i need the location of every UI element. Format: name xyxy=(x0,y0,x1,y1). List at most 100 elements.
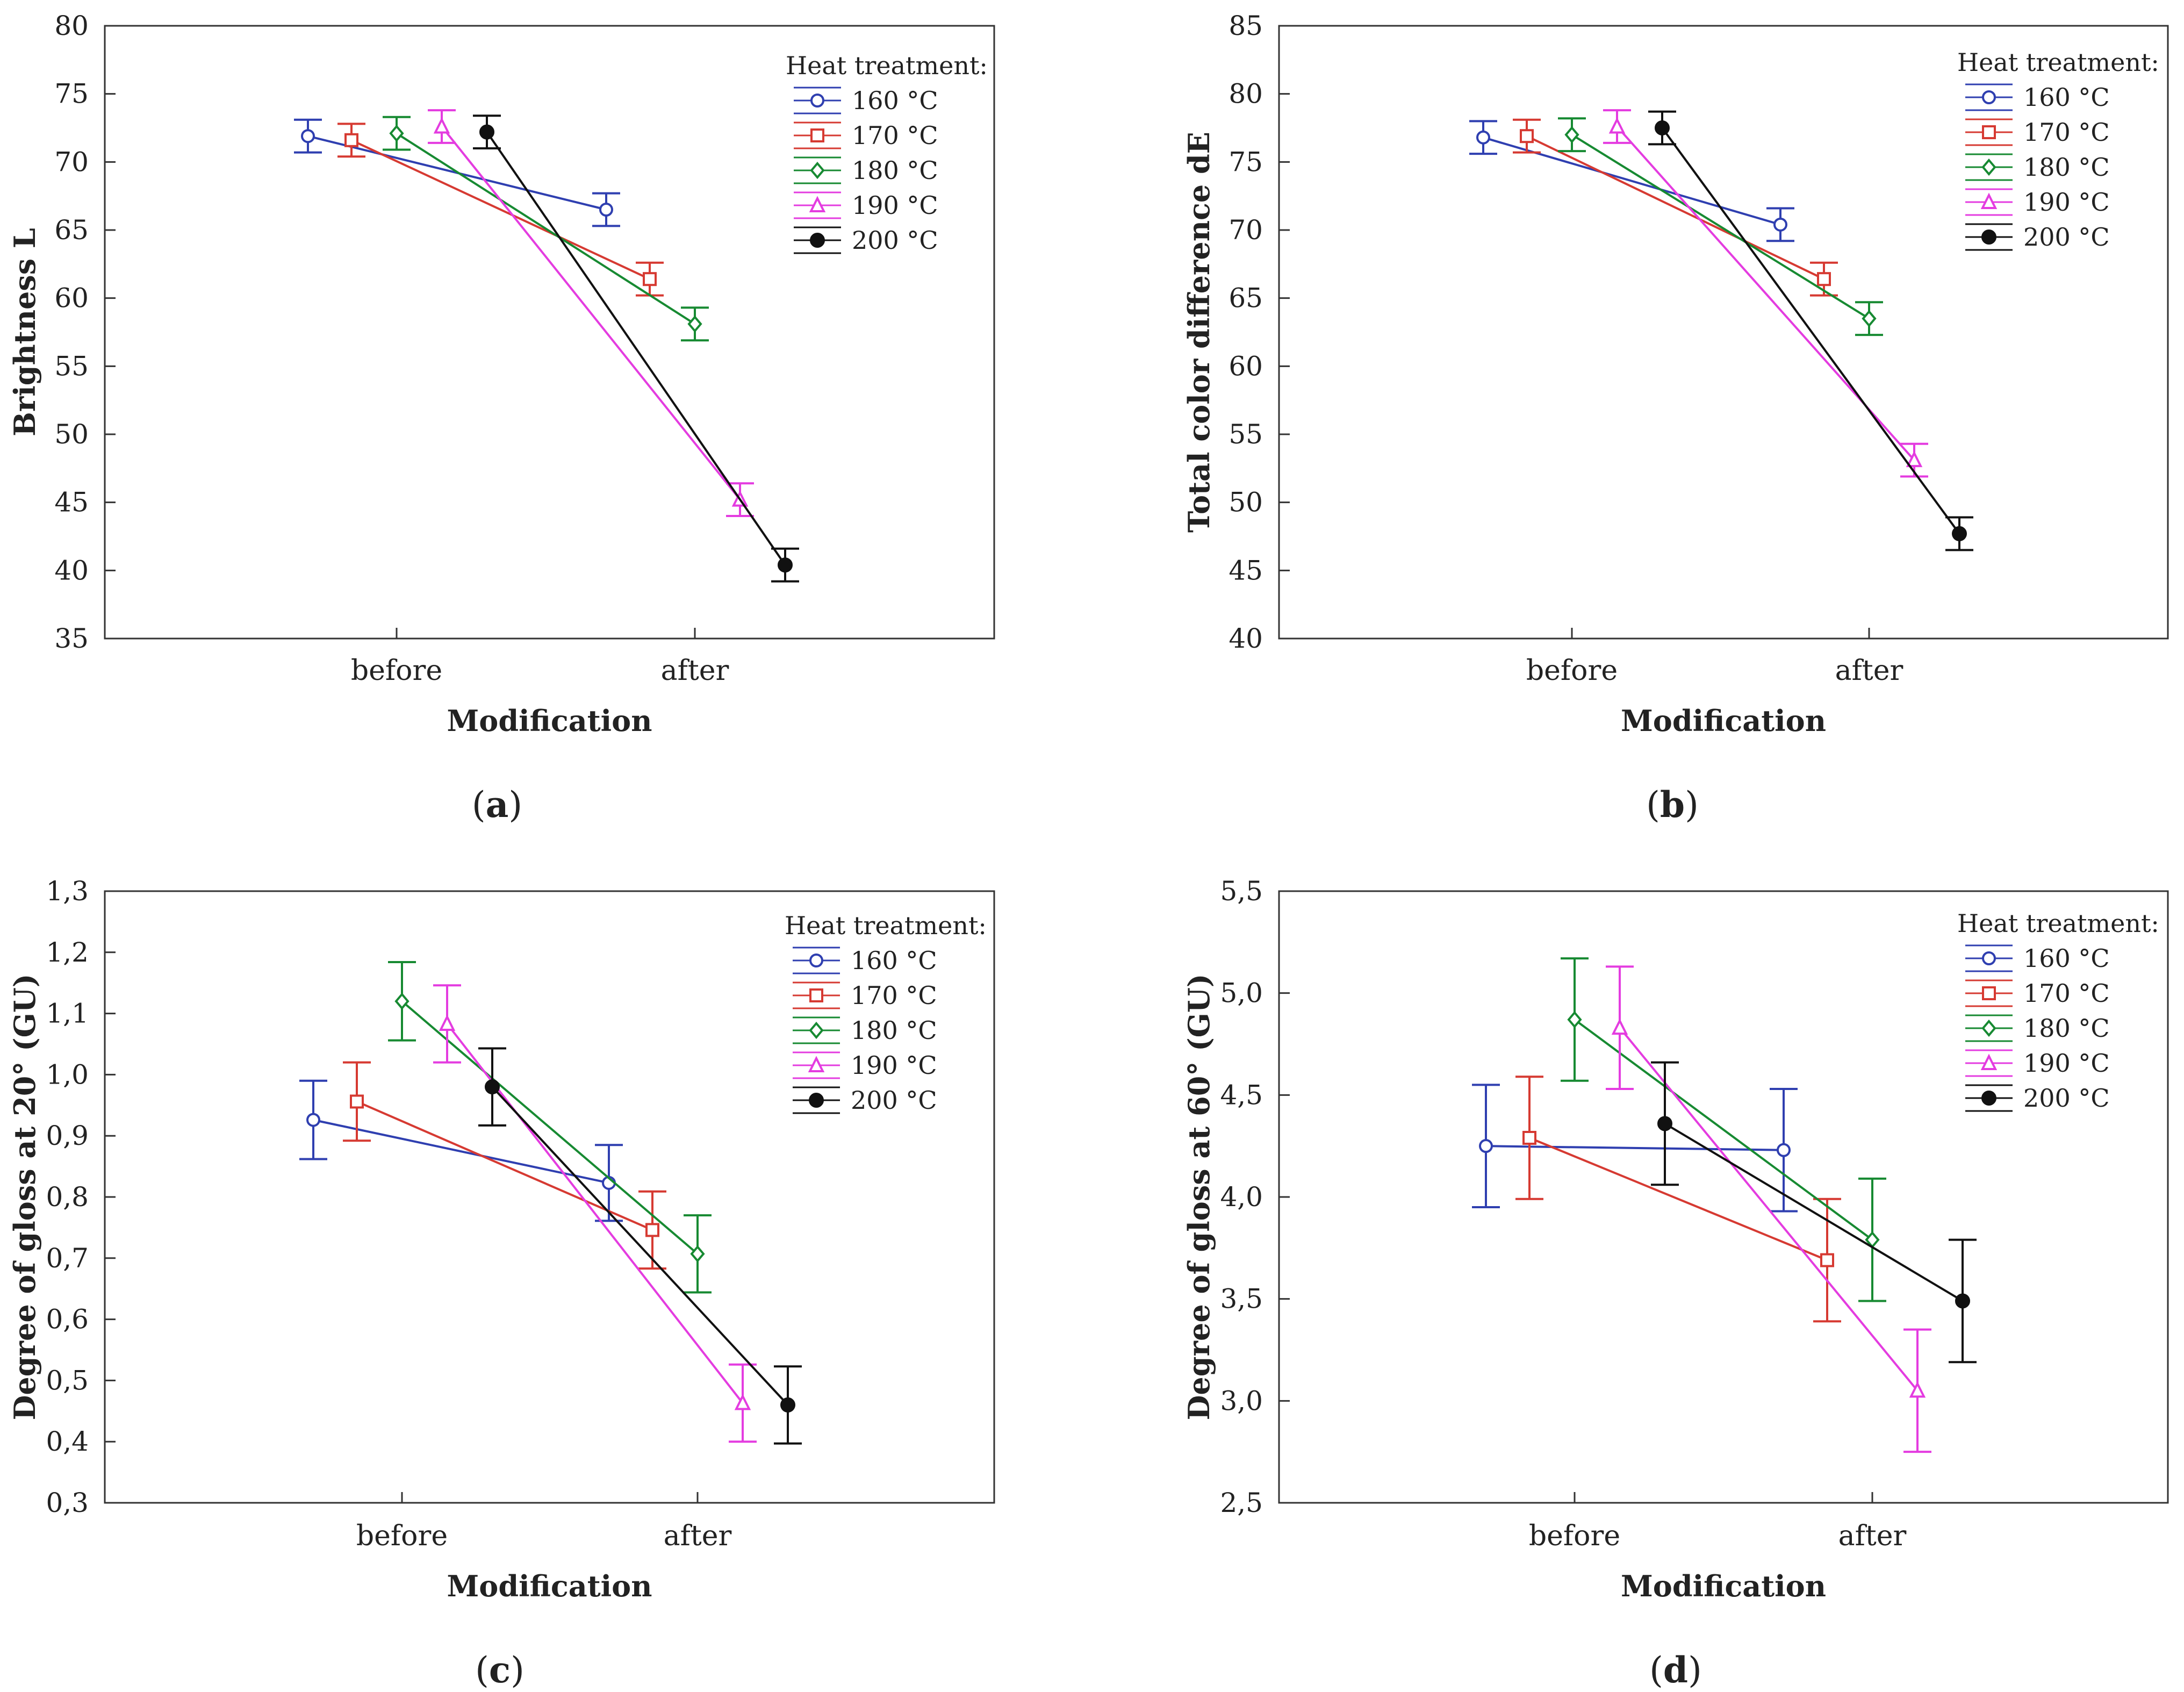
series-line xyxy=(491,1086,789,1406)
x-category-label: after xyxy=(661,655,729,687)
y-tick-label: 40 xyxy=(54,555,89,586)
y-tick-label: 1,3 xyxy=(46,876,89,907)
series-190c xyxy=(1603,109,1928,478)
y-tick-label: 4,5 xyxy=(1220,1079,1263,1110)
legend-label: 170 °C xyxy=(852,121,938,150)
y-tick-label: 0,7 xyxy=(46,1243,89,1274)
x-category-label: after xyxy=(1835,655,1903,687)
panel-label-letter: c xyxy=(489,1649,511,1691)
legend-title: Heat treatment: xyxy=(1957,48,2159,77)
x-axis-title: Modification xyxy=(447,1569,652,1603)
data-point xyxy=(485,1079,500,1095)
legend-item: 190 °C xyxy=(794,191,938,220)
y-tick-label: 1,2 xyxy=(46,937,89,968)
y-tick-label: 80 xyxy=(54,10,89,41)
legend-item: 170 °C xyxy=(1965,979,2110,1008)
series-line xyxy=(1529,1137,1828,1261)
y-tick-label: 5,0 xyxy=(1220,978,1263,1009)
y-tick-label: 60 xyxy=(54,283,89,314)
legend-label: 170 °C xyxy=(2023,979,2110,1008)
y-axis-title: Degree of gloss at 20° (GU) xyxy=(8,974,42,1421)
series-line xyxy=(356,1100,653,1231)
y-tick-label: 5,5 xyxy=(1220,876,1263,907)
series-line xyxy=(313,1119,609,1184)
series-180c xyxy=(388,961,712,1294)
y-tick-label: 60 xyxy=(1228,350,1263,382)
data-point xyxy=(301,129,315,144)
data-point xyxy=(1906,450,1923,468)
y-tick-label: 0,3 xyxy=(46,1487,89,1518)
legend-label: 180 °C xyxy=(2023,1014,2110,1043)
legend-item: 160 °C xyxy=(1965,944,2110,973)
x-category-label: after xyxy=(664,1520,732,1552)
series-200c xyxy=(1651,1061,1977,1364)
legend-item: 200 °C xyxy=(1965,223,2110,252)
data-point xyxy=(1520,129,1534,144)
legend-label: 200 °C xyxy=(2023,1084,2110,1113)
data-point xyxy=(479,124,494,140)
y-tick-label: 35 xyxy=(54,623,89,654)
panel-label-paren-close: ) xyxy=(1688,1650,1702,1691)
y-tick-label: 1,1 xyxy=(46,998,89,1029)
series-line xyxy=(486,131,786,566)
data-point xyxy=(306,1113,320,1127)
data-point xyxy=(1862,310,1877,327)
y-tick-label: 55 xyxy=(54,350,89,382)
series-180c xyxy=(383,116,709,342)
legend-item: 170 °C xyxy=(1965,118,2110,147)
series-160c xyxy=(1469,120,1794,242)
data-point xyxy=(687,315,702,333)
y-tick-label: 65 xyxy=(54,214,89,246)
data-point xyxy=(1567,1010,1582,1029)
legend-marker xyxy=(810,128,824,142)
y-tick-label: 1,0 xyxy=(46,1059,89,1090)
x-axis-title: Modification xyxy=(447,704,652,738)
legend-marker xyxy=(810,161,825,180)
data-point xyxy=(1955,1293,1970,1309)
legend-title: Heat treatment: xyxy=(786,51,988,80)
y-axis-title: Degree of gloss at 60° (GU) xyxy=(1182,974,1216,1421)
y-tick-label: 85 xyxy=(1228,10,1263,41)
panel-label-paren-close: ) xyxy=(511,1650,525,1691)
legend-marker xyxy=(1980,192,1998,209)
plot-frame xyxy=(1278,25,2169,640)
legend-label: 190 °C xyxy=(851,1051,937,1080)
data-point xyxy=(1476,130,1490,145)
legend-item: 190 °C xyxy=(1965,188,2110,217)
legend-item: 200 °C xyxy=(1965,1084,2110,1113)
y-tick-label: 0,9 xyxy=(46,1120,89,1151)
y-tick-label: 40 xyxy=(1228,623,1263,654)
legend: Heat treatment: 160 °C 170 °C 180 °C 190 °C 2… xyxy=(786,51,988,255)
data-point xyxy=(645,1223,659,1237)
y-tick-label: 50 xyxy=(54,419,89,450)
series-200c xyxy=(478,1047,802,1445)
data-point xyxy=(599,203,613,217)
legend: Heat treatment: 160 °C 170 °C 180 °C 190 °C 2… xyxy=(1957,909,2159,1113)
legend-marker xyxy=(1982,951,1996,965)
legend: Heat treatment: 160 °C 170 °C 180 °C 190 °C 2… xyxy=(1957,48,2159,252)
data-point xyxy=(1817,272,1831,286)
legend-label: 160 °C xyxy=(851,946,937,975)
series-line xyxy=(441,126,741,500)
legend-marker xyxy=(1981,158,1996,176)
legend-label: 170 °C xyxy=(2023,118,2110,147)
legend-label: 190 °C xyxy=(852,191,938,220)
x-category-label: before xyxy=(1529,1520,1620,1552)
legend-marker xyxy=(809,196,826,212)
y-tick-label: 50 xyxy=(1228,487,1263,518)
panel-label-paren-close: ) xyxy=(1685,784,1699,826)
legend-marker xyxy=(809,988,823,1002)
series-line xyxy=(351,139,650,281)
data-point xyxy=(1773,217,1787,232)
chart-panel-b: 40 45 50 55 60 65 70 75 80 85 before after Modificat… xyxy=(1182,10,2169,826)
data-point xyxy=(394,992,410,1010)
x-axis-title: Modification xyxy=(1621,1569,1826,1603)
panel-label: (a) xyxy=(472,784,522,826)
legend-label: 160 °C xyxy=(2023,83,2110,112)
panel-label: (c) xyxy=(475,1649,525,1691)
panel-label-paren-open: ( xyxy=(1646,784,1660,826)
y-tick-label: 75 xyxy=(54,78,89,110)
series-170c xyxy=(1513,118,1838,297)
legend-label: 190 °C xyxy=(2023,188,2110,217)
